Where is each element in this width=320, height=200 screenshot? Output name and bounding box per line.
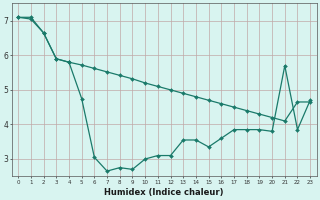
X-axis label: Humidex (Indice chaleur): Humidex (Indice chaleur) <box>104 188 224 197</box>
